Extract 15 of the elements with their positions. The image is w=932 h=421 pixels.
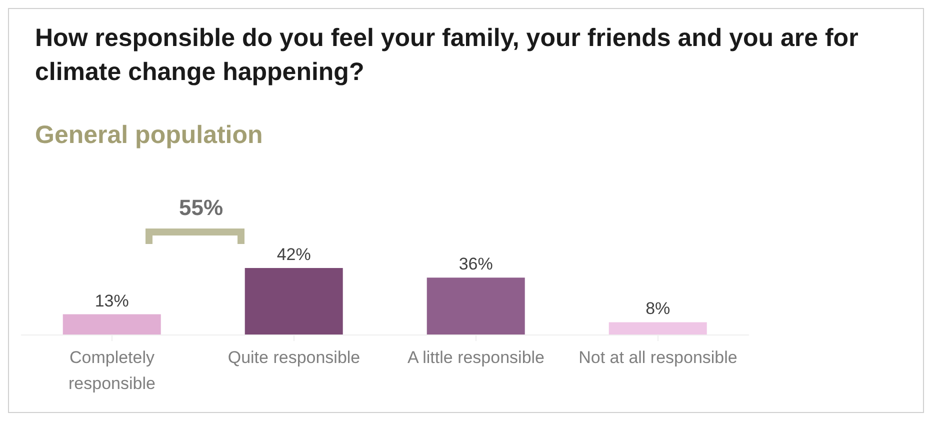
bar (244, 268, 343, 335)
bar (426, 278, 525, 335)
data-label: 13% (94, 291, 129, 310)
bar (62, 314, 161, 335)
x-tick-label: Quite responsible (228, 348, 360, 368)
bar (608, 322, 707, 335)
data-label: 42% (276, 245, 311, 264)
text: 55% (178, 195, 224, 221)
x-tick-label: Not at all responsible (578, 348, 738, 368)
data-label: 36% (458, 254, 493, 274)
chart-title: How responsible do you feel your family, your friends and you are for climate change happening? (35, 23, 860, 88)
x-tick-label: Completely responsible (68, 348, 156, 394)
chart-subtitle: General population (35, 121, 263, 150)
x-tick-label: A little responsible (407, 348, 545, 368)
data-label: 8% (646, 299, 670, 318)
